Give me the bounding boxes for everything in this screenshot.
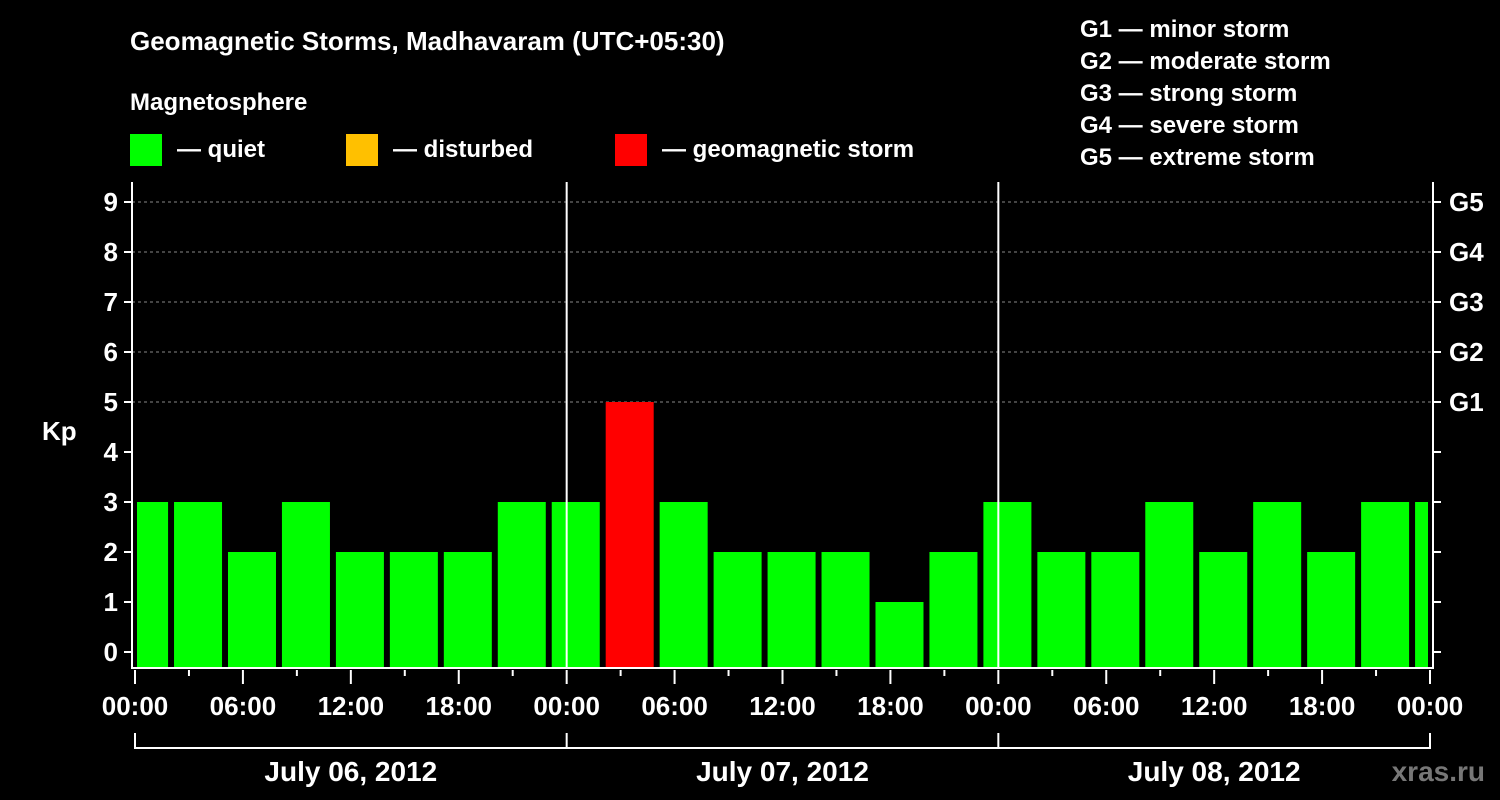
x-tick-label-4: 00:00	[533, 691, 600, 721]
y-tick-label-8: 8	[104, 237, 118, 267]
right-tick-label-G5: G5	[1449, 187, 1484, 217]
day-label-0: July 06, 2012	[264, 756, 437, 787]
bar-21	[1253, 502, 1302, 668]
y-tick-label-5: 5	[104, 387, 118, 417]
storm-scale-item-2: G3 — strong storm	[1080, 80, 1297, 107]
bar-9	[605, 402, 654, 668]
legend-label-2: — geomagnetic storm	[662, 136, 914, 163]
x-tick-label-12: 00:00	[1397, 691, 1464, 721]
bar-11	[713, 552, 762, 668]
legend-label-0: — quiet	[177, 136, 265, 163]
y-tick-label-6: 6	[104, 337, 118, 367]
bar-14	[875, 602, 924, 668]
y-axis-label: Kp	[42, 416, 77, 446]
bar-24	[1415, 502, 1428, 668]
chart-title: Geomagnetic Storms, Madhavaram (UTC+05:3…	[130, 26, 725, 56]
bar-2	[227, 552, 276, 668]
bar-17	[1037, 552, 1086, 668]
bar-19	[1145, 502, 1194, 668]
axes: 0 1 2 3 4 5 6 7 8 9 G1 G2 G3 G4 G5 00:00 06:00 12:00 18:00…	[102, 182, 1484, 787]
y-tick-label-4: 4	[104, 437, 119, 467]
legend-swatch-0	[130, 134, 162, 166]
right-tick-label-G4: G4	[1449, 237, 1484, 267]
x-tick-label-1: 06:00	[210, 691, 277, 721]
bar-20	[1199, 552, 1248, 668]
y-tick-label-0: 0	[104, 637, 118, 667]
bar-18	[1091, 552, 1140, 668]
x-tick-label-0: 00:00	[102, 691, 169, 721]
bar-6	[443, 552, 492, 668]
bar-0	[137, 502, 169, 668]
bar-3	[281, 502, 330, 668]
bar-4	[335, 552, 384, 668]
bar-15	[929, 552, 978, 668]
legend: — quiet — disturbed — geomagnetic storm	[130, 134, 914, 166]
right-tick-label-G1: G1	[1449, 387, 1484, 417]
x-tick-label-11: 18:00	[1289, 691, 1356, 721]
day-label-1: July 07, 2012	[696, 756, 869, 787]
legend-swatch-2	[615, 134, 647, 166]
storm-scale-item-1: G2 — moderate storm	[1080, 48, 1331, 75]
bar-8	[551, 502, 600, 668]
bar-7	[497, 502, 546, 668]
x-tick-label-5: 06:00	[641, 691, 708, 721]
storm-scale-item-4: G5 — extreme storm	[1080, 144, 1315, 171]
watermark: xras.ru	[1392, 756, 1485, 787]
storm-scale-item-3: G4 — severe storm	[1080, 112, 1299, 139]
bar-22	[1307, 552, 1356, 668]
bars	[137, 402, 1428, 668]
legend-title: Magnetosphere	[130, 89, 307, 116]
y-tick-label-1: 1	[104, 587, 118, 617]
bar-16	[983, 502, 1032, 668]
bar-23	[1361, 502, 1410, 668]
legend-swatch-1	[346, 134, 378, 166]
x-tick-label-7: 18:00	[857, 691, 924, 721]
bar-12	[767, 552, 816, 668]
bar-5	[389, 552, 438, 668]
storm-scale-legend: G1 — minor storm G2 — moderate storm G3 — …	[1080, 16, 1331, 171]
y-tick-label-9: 9	[104, 187, 118, 217]
right-tick-label-G3: G3	[1449, 287, 1484, 317]
right-tick-label-G2: G2	[1449, 337, 1484, 367]
x-tick-label-6: 12:00	[749, 691, 816, 721]
x-tick-label-10: 12:00	[1181, 691, 1248, 721]
y-tick-label-3: 3	[104, 487, 118, 517]
bar-10	[659, 502, 708, 668]
day-bracket	[134, 733, 1431, 749]
x-tick-label-8: 00:00	[965, 691, 1032, 721]
grid	[132, 201, 1433, 403]
y-tick-label-2: 2	[104, 537, 118, 567]
x-tick-label-9: 06:00	[1073, 691, 1140, 721]
day-label-2: July 08, 2012	[1128, 756, 1301, 787]
y-tick-label-7: 7	[104, 287, 118, 317]
x-tick-label-2: 12:00	[318, 691, 385, 721]
x-tick-label-3: 18:00	[426, 691, 493, 721]
legend-label-1: — disturbed	[393, 136, 533, 163]
bar-1	[174, 502, 223, 668]
storm-scale-item-0: G1 — minor storm	[1080, 16, 1289, 43]
plot-frame	[131, 182, 1434, 669]
bar-13	[821, 552, 870, 668]
